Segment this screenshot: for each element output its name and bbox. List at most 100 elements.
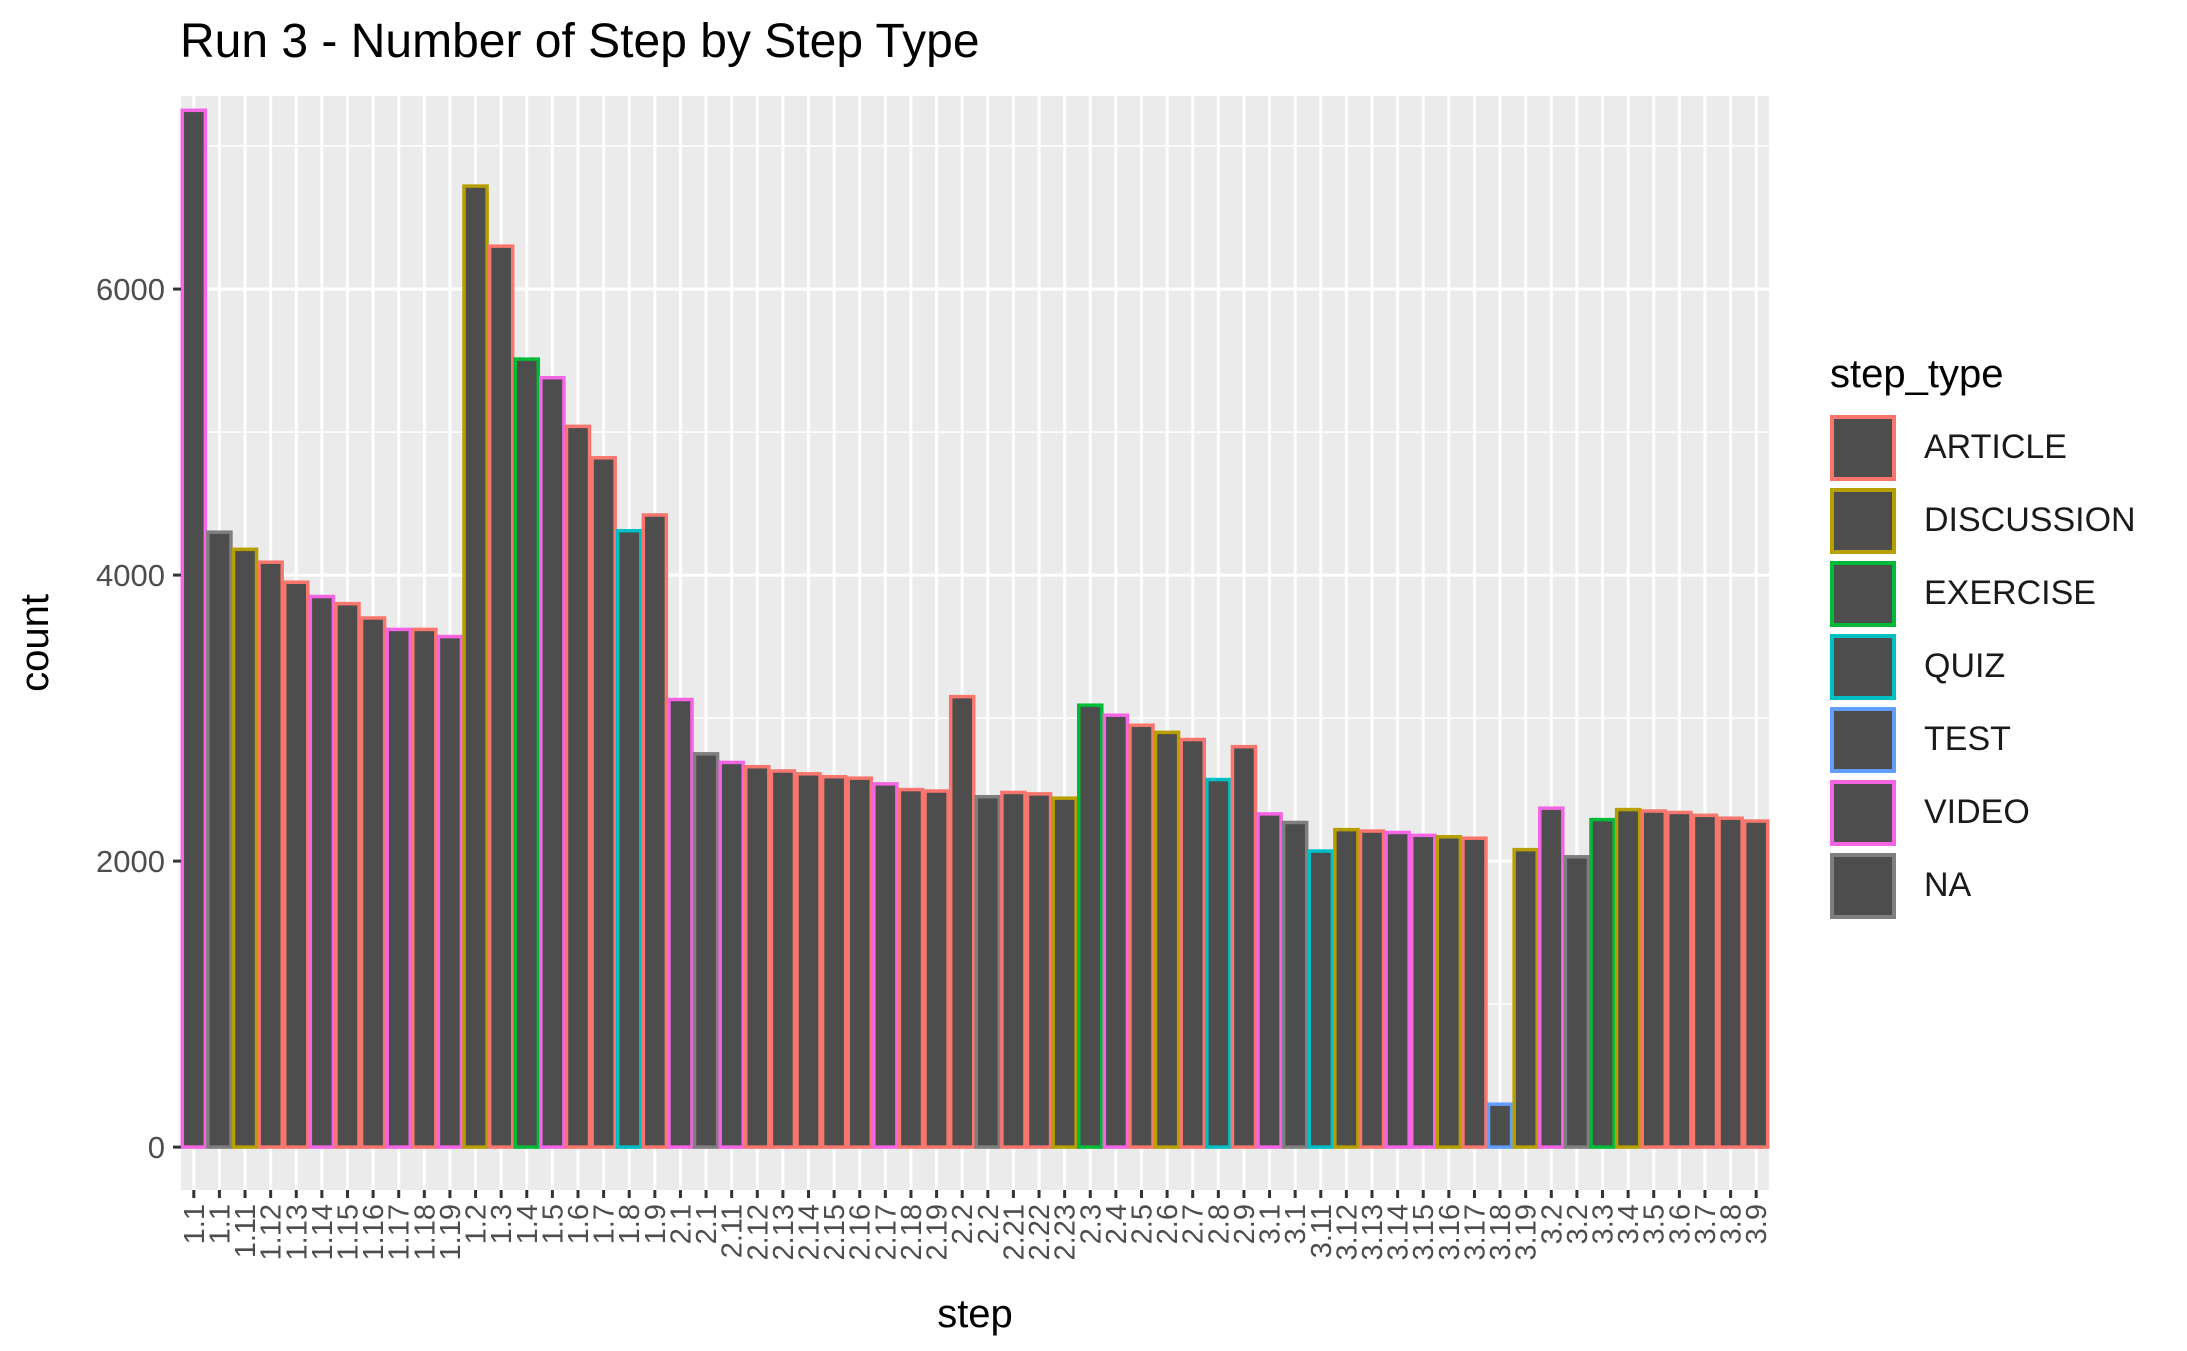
y-tick-label: 0 (148, 1130, 165, 1165)
x-tick-label: 3.17 (1459, 1204, 1491, 1260)
x-tick-label: 2.17 (870, 1204, 902, 1260)
bar (1640, 809, 1668, 1149)
legend-key (1830, 706, 1896, 773)
legend-label: QUIZ (1924, 647, 2006, 685)
x-tick-label: 1.14 (307, 1204, 339, 1260)
x-tick-label: 1.2 (461, 1204, 493, 1244)
x-tick-label: 1.18 (409, 1204, 441, 1260)
y-axis-label: count (13, 594, 57, 692)
bar (564, 424, 592, 1149)
bar (282, 580, 310, 1149)
bar (1179, 737, 1206, 1149)
x-axis-label: step (937, 1292, 1013, 1336)
x-tick-label: 3.3 (1588, 1204, 1620, 1244)
x-tick-label: 1.15 (332, 1204, 364, 1260)
legend-item: EXERCISE (1830, 557, 2136, 630)
bar (1000, 790, 1027, 1149)
x-tick-label: 1.17 (384, 1204, 416, 1260)
x-tick-label: 2.12 (742, 1204, 774, 1260)
bar (1256, 812, 1283, 1149)
bar (1307, 849, 1335, 1149)
x-tick-label: 2.21 (998, 1204, 1030, 1260)
legend-item: NA (1830, 849, 2136, 922)
bar (436, 634, 464, 1149)
bar (462, 184, 489, 1149)
x-tick-label: 3.1 (1255, 1204, 1287, 1244)
x-tick-label: 1.9 (640, 1204, 672, 1244)
x-tick-label: 2.2 (947, 1204, 979, 1244)
bar (1435, 835, 1463, 1149)
bar (692, 752, 720, 1149)
legend-key (1830, 779, 1896, 846)
x-tick-label: 2.2 (973, 1204, 1005, 1244)
bar (846, 776, 874, 1149)
bar (1563, 855, 1591, 1149)
x-tick-label: 2.4 (1101, 1204, 1133, 1244)
x-tick-label: 2.1 (665, 1204, 697, 1244)
x-tick-label: 1.19 (435, 1204, 467, 1260)
bar (539, 375, 566, 1149)
x-tick-label: 3.9 (1741, 1204, 1773, 1244)
bar (641, 513, 669, 1149)
bar (1025, 792, 1053, 1149)
x-tick-label: 3.4 (1613, 1204, 1645, 1244)
bar (923, 789, 950, 1149)
x-tick-label: 2.22 (1024, 1204, 1056, 1260)
bar (1614, 807, 1642, 1149)
legend-item: TEST (1830, 703, 2136, 776)
legend-label: TEST (1924, 720, 2011, 758)
bar (180, 108, 208, 1149)
legend-item: QUIZ (1830, 630, 2136, 703)
x-tick-label: 2.8 (1203, 1204, 1235, 1244)
legend-item: VIDEO (1830, 776, 2136, 849)
legend-key (1830, 633, 1896, 700)
bar (257, 560, 284, 1149)
x-tick-label: 3.13 (1357, 1204, 1389, 1260)
bar (974, 794, 1002, 1149)
bar (718, 760, 745, 1149)
bar (1512, 847, 1539, 1149)
bar (1153, 730, 1181, 1149)
legend-title: step_type (1830, 352, 2004, 396)
bar (513, 357, 541, 1149)
x-tick-label: 3.8 (1716, 1204, 1748, 1244)
x-tick-label: 1.4 (512, 1204, 544, 1244)
bar (1486, 1102, 1514, 1149)
x-tick-label: 1.5 (537, 1204, 569, 1244)
bar (1666, 810, 1693, 1149)
x-tick-label: 1.16 (358, 1204, 390, 1260)
bar (667, 697, 694, 1149)
x-tick-label: 3.18 (1485, 1204, 1517, 1260)
x-tick-label: 1.11 (230, 1204, 262, 1258)
bar (334, 601, 361, 1149)
bar (1717, 816, 1744, 1149)
x-tick-label: 3.19 (1511, 1204, 1543, 1260)
x-tick-label: 1.1 (204, 1204, 236, 1244)
bar (411, 627, 438, 1149)
x-tick-label: 2.23 (1050, 1204, 1082, 1260)
bar (231, 547, 259, 1149)
x-tick-label: 2.11 (717, 1204, 749, 1258)
bar (1384, 830, 1411, 1149)
legend-item: ARTICLE (1830, 411, 2136, 484)
legend-label: VIDEO (1924, 793, 2030, 831)
bar (590, 456, 617, 1149)
bars (180, 108, 1770, 1149)
x-tick-label: 2.15 (819, 1204, 851, 1260)
legend-label: NA (1924, 866, 1972, 904)
x-tick-label: 2.13 (768, 1204, 800, 1260)
x-tick-label: 3.11 (1306, 1204, 1338, 1258)
x-tick-label: 1.7 (589, 1204, 621, 1244)
x-tick-label: 2.7 (1178, 1204, 1210, 1244)
x-tick-label: 3.1 (1280, 1204, 1312, 1244)
x-tick-label: 2.1 (691, 1204, 723, 1244)
legend-label: EXERCISE (1924, 574, 2096, 612)
bar (1076, 703, 1104, 1149)
x-tick-label: 3.12 (1331, 1204, 1363, 1260)
legend-key (1830, 560, 1896, 627)
bar (1205, 777, 1232, 1149)
x-tick-label: 3.6 (1664, 1204, 1696, 1244)
bar (359, 616, 387, 1149)
bar (1742, 819, 1770, 1149)
